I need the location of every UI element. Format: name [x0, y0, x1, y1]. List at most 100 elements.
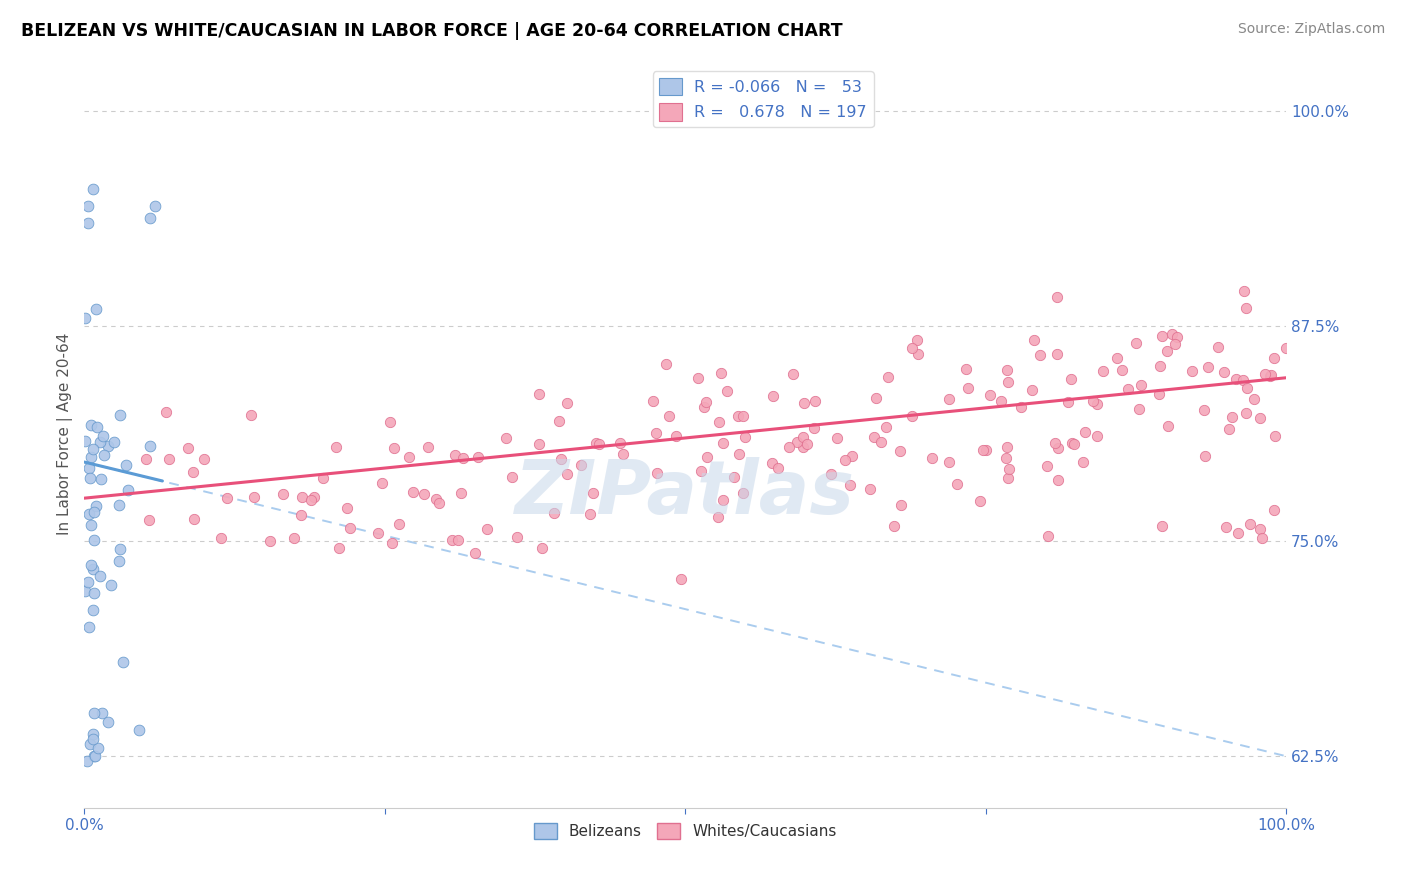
- Point: [921, 450, 943, 465]
- Point: [972, 443, 994, 458]
- Point: [1232, 373, 1254, 387]
- Point: [644, 426, 666, 441]
- Point: [1234, 406, 1257, 420]
- Point: [325, 440, 347, 454]
- Point: [82, 727, 104, 741]
- Point: [1156, 344, 1178, 359]
- Point: [83, 706, 105, 721]
- Point: [782, 367, 804, 381]
- Point: [1152, 518, 1174, 533]
- Point: [506, 530, 529, 544]
- Point: [995, 440, 1018, 454]
- Point: [82, 731, 104, 746]
- Point: [686, 370, 709, 384]
- Point: [1215, 520, 1237, 534]
- Point: [1164, 337, 1187, 351]
- Point: [875, 420, 897, 434]
- Point: [425, 491, 447, 506]
- Point: [215, 491, 238, 505]
- Point: [239, 409, 262, 423]
- Point: [876, 369, 898, 384]
- Point: [762, 389, 785, 403]
- Point: [77, 620, 100, 634]
- Point: [103, 435, 125, 450]
- Point: [1234, 301, 1257, 315]
- Point: [1029, 348, 1052, 362]
- Point: [792, 440, 814, 454]
- Point: [128, 723, 150, 738]
- Point: [997, 363, 1019, 377]
- Point: [283, 531, 305, 545]
- Point: [820, 467, 842, 482]
- Point: [84, 301, 107, 316]
- Point: [1249, 411, 1271, 425]
- Point: [1111, 363, 1133, 377]
- Point: [957, 381, 980, 395]
- Point: [728, 447, 751, 461]
- Point: [1249, 522, 1271, 536]
- Point: [955, 361, 977, 376]
- Point: [302, 490, 325, 504]
- Point: [716, 384, 738, 398]
- Point: [82, 561, 104, 575]
- Point: [707, 416, 730, 430]
- Point: [907, 347, 929, 361]
- Point: [1192, 403, 1215, 417]
- Point: [443, 448, 465, 462]
- Point: [339, 521, 361, 535]
- Point: [786, 434, 808, 449]
- Point: [976, 443, 998, 458]
- Point: [527, 437, 550, 451]
- Point: [83, 749, 105, 764]
- Point: [290, 508, 312, 522]
- Point: [155, 405, 177, 419]
- Point: [1085, 397, 1108, 411]
- Point: [1236, 381, 1258, 395]
- Point: [75, 584, 97, 599]
- Point: [1071, 455, 1094, 469]
- Point: [658, 409, 681, 423]
- Point: [193, 452, 215, 467]
- Point: [1197, 359, 1219, 374]
- Point: [77, 199, 100, 213]
- Point: [938, 455, 960, 469]
- Point: [664, 429, 686, 443]
- Point: [1059, 372, 1081, 386]
- Point: [413, 487, 436, 501]
- Point: [312, 471, 335, 485]
- Y-axis label: In Labor Force | Age 20-64: In Labor Force | Age 20-64: [58, 333, 73, 535]
- Point: [447, 533, 470, 548]
- Point: [1194, 449, 1216, 463]
- Point: [84, 749, 107, 764]
- Text: BELIZEAN VS WHITE/CAUCASIAN IN LABOR FORCE | AGE 20-64 CORRELATION CHART: BELIZEAN VS WHITE/CAUCASIAN IN LABOR FOR…: [21, 22, 842, 40]
- Point: [946, 476, 969, 491]
- Point: [839, 478, 862, 492]
- Point: [689, 464, 711, 478]
- Point: [183, 512, 205, 526]
- Point: [543, 506, 565, 520]
- Point: [83, 586, 105, 600]
- Point: [1251, 531, 1274, 545]
- Point: [1274, 341, 1296, 355]
- Point: [177, 441, 200, 455]
- Point: [76, 216, 98, 230]
- Point: [1047, 473, 1070, 487]
- Point: [1212, 365, 1234, 379]
- Point: [1116, 382, 1139, 396]
- Point: [367, 525, 389, 540]
- Point: [1063, 436, 1085, 450]
- Point: [75, 434, 97, 449]
- Point: [82, 442, 104, 456]
- Point: [108, 498, 131, 512]
- Point: [890, 498, 912, 512]
- Point: [100, 578, 122, 592]
- Point: [381, 535, 404, 549]
- Point: [707, 509, 730, 524]
- Point: [467, 450, 489, 464]
- Point: [669, 572, 692, 586]
- Point: [378, 415, 401, 429]
- Point: [727, 409, 749, 423]
- Point: [548, 414, 571, 428]
- Point: [1107, 351, 1129, 365]
- Point: [93, 448, 115, 462]
